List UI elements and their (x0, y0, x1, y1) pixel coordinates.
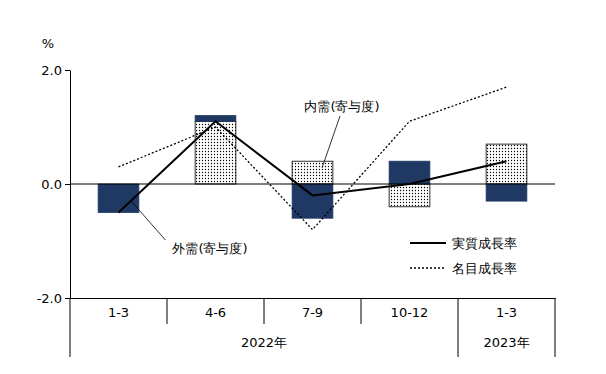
x-tick: 4-6 (205, 298, 226, 320)
legend-swatch (410, 242, 446, 244)
y-tick-label: 2.0 (41, 63, 62, 78)
group-label: 2023年 (483, 335, 529, 350)
y-tick: 0.0 (41, 177, 70, 192)
legend-label: 実質成長率 (452, 236, 517, 251)
x-tick-label: 7-9 (302, 305, 323, 320)
annotation-background (295, 98, 389, 115)
category-separator (361, 298, 362, 324)
line (119, 87, 507, 230)
category-separator (70, 298, 71, 357)
lines (119, 87, 507, 230)
bar (292, 161, 333, 184)
zero-line (70, 184, 555, 185)
x-axis-line (71, 298, 556, 299)
x-tick: 10-12 (391, 298, 429, 320)
x-tick-label: 1-3 (108, 305, 129, 320)
y-axis: -2.0 0.0 2.0 (37, 63, 71, 306)
y-tick: -2.0 (37, 291, 70, 306)
category-separator (264, 298, 265, 324)
annotation-leader (132, 202, 168, 243)
bar (195, 121, 236, 184)
x-tick: 1-3 (108, 298, 129, 320)
x-tick-label: 4-6 (205, 305, 226, 320)
legend: 実質成長率名目成長率 (410, 236, 517, 276)
x-axis: 1-3 4-6 7-9 10-12 1-3 (71, 298, 556, 320)
annotation-background (163, 240, 257, 257)
bar (292, 184, 333, 218)
annotation: 外需(寄与度) (172, 241, 247, 256)
x-tick-label: 1-3 (496, 305, 517, 320)
legend-label: 名目成長率 (452, 261, 517, 276)
y-tick-label: -2.0 (37, 291, 62, 306)
annotation-leader (322, 116, 340, 168)
y-tick-mark (65, 298, 70, 299)
y-tick-mark (65, 70, 70, 71)
annotation: 内需(寄与度) (304, 99, 379, 114)
y-tick: 2.0 (41, 63, 70, 78)
group-label: 2022年 (241, 335, 287, 350)
y-tick-mark (65, 184, 70, 185)
x-tick: 7-9 (302, 298, 323, 320)
category-separator (167, 298, 168, 324)
y-tick-label: 0.0 (41, 177, 62, 192)
bar (486, 184, 527, 201)
x-tick-label: 10-12 (391, 305, 429, 320)
legend-swatch (410, 267, 446, 268)
category-separator (458, 298, 459, 357)
bar (389, 184, 430, 207)
chart: -2.0 0.0 2.0% 1-3 4-6 7-9 10-12 1-3 2022年 2023年 内需… (0, 0, 606, 374)
category-separator (555, 298, 556, 357)
y-axis-label: % (42, 36, 54, 51)
x-tick: 1-3 (496, 298, 517, 320)
line (119, 121, 507, 212)
plot-area (98, 116, 527, 219)
